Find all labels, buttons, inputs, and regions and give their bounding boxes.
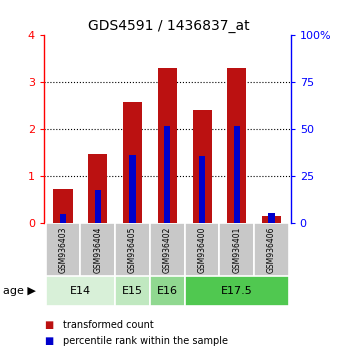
- Bar: [46, 223, 80, 276]
- Text: GSM936404: GSM936404: [93, 226, 102, 273]
- Text: percentile rank within the sample: percentile rank within the sample: [63, 336, 227, 346]
- Bar: [199, 156, 205, 223]
- Text: GSM936405: GSM936405: [128, 226, 137, 273]
- Text: ■: ■: [44, 320, 53, 330]
- Bar: [53, 189, 73, 223]
- Bar: [115, 276, 150, 306]
- Bar: [185, 223, 219, 276]
- Bar: [88, 154, 107, 223]
- Bar: [129, 155, 136, 223]
- Bar: [262, 216, 281, 223]
- Text: GSM936402: GSM936402: [163, 226, 172, 273]
- Bar: [150, 276, 185, 306]
- Text: E14: E14: [70, 286, 91, 296]
- Text: GSM936406: GSM936406: [267, 226, 276, 273]
- Text: E16: E16: [157, 286, 178, 296]
- Bar: [268, 213, 275, 223]
- Text: GSM936403: GSM936403: [58, 226, 68, 273]
- Text: E15: E15: [122, 286, 143, 296]
- Text: GSM936401: GSM936401: [232, 226, 241, 273]
- Text: transformed count: transformed count: [63, 320, 153, 330]
- Bar: [80, 223, 115, 276]
- Bar: [254, 223, 289, 276]
- Bar: [185, 276, 289, 306]
- Text: age ▶: age ▶: [3, 286, 36, 296]
- Text: GSM936400: GSM936400: [198, 226, 207, 273]
- Bar: [46, 276, 115, 306]
- Bar: [60, 214, 66, 223]
- Bar: [115, 223, 150, 276]
- Bar: [95, 190, 101, 223]
- Bar: [234, 126, 240, 223]
- Bar: [123, 102, 142, 223]
- Text: E17.5: E17.5: [221, 286, 253, 296]
- Text: GDS4591 / 1436837_at: GDS4591 / 1436837_at: [88, 19, 250, 34]
- Bar: [158, 68, 177, 223]
- Bar: [227, 68, 246, 223]
- Bar: [193, 110, 212, 223]
- Text: ■: ■: [44, 336, 53, 346]
- Bar: [150, 223, 185, 276]
- Bar: [219, 223, 254, 276]
- Bar: [164, 126, 170, 223]
